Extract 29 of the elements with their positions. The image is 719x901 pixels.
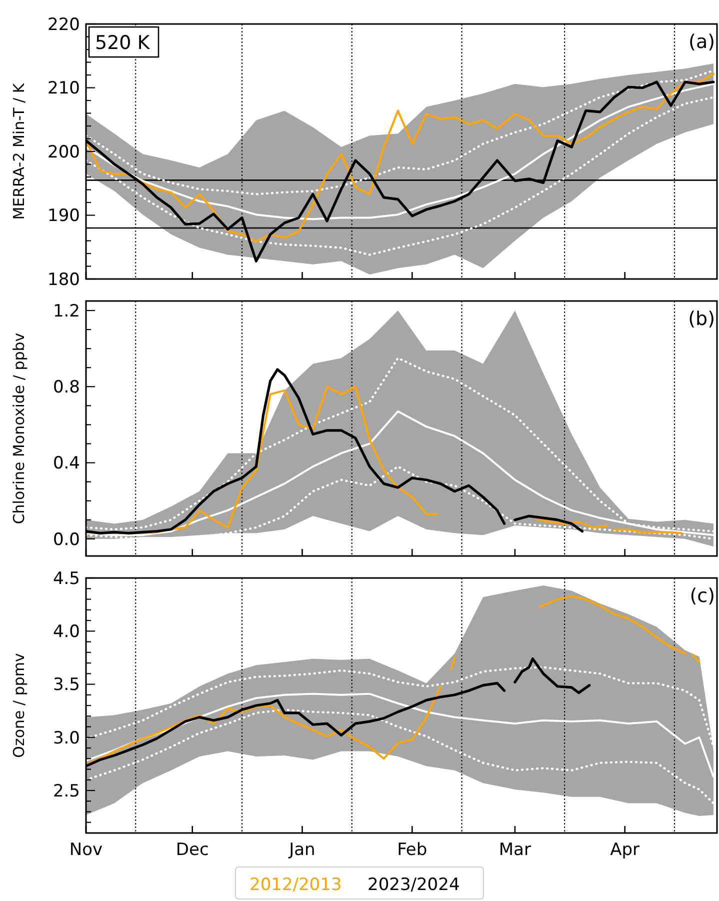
y-tick-label: 3.5 (52, 675, 80, 696)
x-tick-label: Feb (397, 840, 428, 860)
y-tick-label: 4.5 (52, 568, 80, 589)
y-tick-label: 1.2 (52, 301, 80, 322)
annotation: 520 K (95, 32, 150, 54)
y-tick-label: 2.5 (52, 781, 80, 802)
y-tick-label: 200 (48, 142, 80, 162)
text: 2012/2013 (250, 875, 342, 895)
y-tick-label: 180 (48, 270, 80, 290)
y-tick-label: 0.8 (52, 378, 80, 398)
annotation: (c) (690, 585, 715, 607)
annotation: (b) (688, 308, 715, 330)
y-tick-label: 220 (48, 14, 80, 35)
y-tick-label: 0.4 (52, 454, 80, 474)
y-axis-title: MERRA-2 Min-T / K (10, 82, 28, 220)
y-tick-label: 210 (48, 78, 80, 99)
x-tick-label: Jan (288, 840, 316, 860)
x-tick-label: Mar (498, 840, 531, 860)
annotation: (a) (688, 31, 715, 53)
text: 2023/2024 (368, 875, 460, 895)
x-tick-label: Apr (610, 840, 640, 860)
y-tick-label: 190 (48, 206, 80, 226)
y-axis-title: Chlorine Monoxide / ppbv (10, 332, 28, 524)
x-tick-label: Nov (69, 840, 103, 860)
y-tick-label: 4.0 (52, 622, 80, 642)
y-tick-label: 0.0 (52, 530, 80, 550)
y-tick-label: 3.0 (52, 728, 80, 748)
x-tick-label: Dec (176, 840, 209, 860)
y-axis-title: Ozone / ppmv (10, 653, 28, 758)
